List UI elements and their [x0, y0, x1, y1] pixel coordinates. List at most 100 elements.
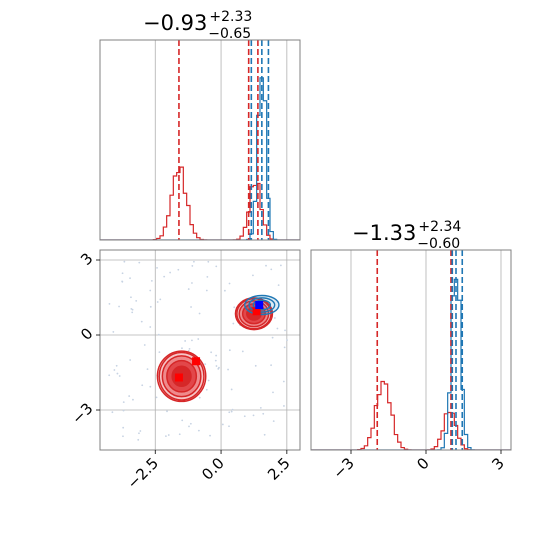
sample-point: [115, 364, 118, 367]
sample-point: [155, 396, 158, 399]
sample-point: [122, 435, 124, 438]
scatter-frame: [99, 249, 301, 451]
sample-point: [215, 365, 218, 367]
sample-point: [146, 368, 149, 371]
scatter-y-tick-label-0: 3: [77, 249, 96, 268]
sample-point: [138, 432, 140, 435]
sample-point: [159, 298, 162, 301]
sample-point: [232, 322, 235, 325]
sample-point: [230, 388, 233, 391]
scatter-markers: [174, 301, 264, 382]
hist-1-frame: [99, 39, 301, 241]
sample-point: [228, 425, 230, 428]
sample-point: [113, 369, 116, 371]
sample-point: [228, 349, 231, 352]
sample-point: [189, 422, 192, 425]
sample-point: [141, 384, 144, 387]
sample-point: [181, 347, 183, 350]
sample-point: [191, 339, 193, 342]
sample-point: [273, 317, 276, 319]
sample-point: [139, 430, 142, 432]
scatter-points: [108, 260, 288, 441]
scatter-contours: [156, 294, 280, 403]
hist-2-grid: [350, 250, 502, 450]
red-marker-2: [252, 307, 261, 316]
sample-point: [158, 351, 161, 354]
red-contour-outer-1: [234, 297, 274, 331]
hist-1-series: [100, 40, 300, 240]
sample-point: [265, 264, 267, 267]
sample-point: [121, 280, 124, 283]
sample-point: [137, 438, 140, 441]
sample-point: [272, 391, 274, 394]
sample-point: [121, 272, 124, 275]
sample-point: [227, 368, 229, 371]
sample-point: [118, 305, 120, 308]
sample-point: [262, 412, 265, 415]
sample-point: [282, 380, 285, 383]
sample-point: [169, 271, 172, 274]
sample-point: [263, 433, 266, 436]
sample-point: [150, 279, 153, 282]
hist-2-x-tick-labels: −3 0 3: [329, 450, 508, 482]
sample-point: [112, 331, 115, 333]
sample-point: [284, 329, 286, 332]
hist-1-title: −0.93 +2.33 −0.65: [143, 9, 252, 42]
blue-contour-0-2: [252, 299, 272, 311]
sample-point: [206, 276, 209, 278]
hist-2-series-red: [311, 380, 511, 450]
panel-hist-2: −1.33 +2.34 −0.60 −3 0 3: [310, 219, 512, 482]
sample-point: [231, 408, 234, 411]
hist-2-series-blue: [311, 278, 511, 450]
sample-point: [122, 401, 125, 404]
sample-point: [156, 301, 159, 303]
sample-point: [191, 282, 193, 284]
sample-point: [165, 435, 167, 438]
sample-point: [181, 419, 184, 422]
sample-point: [149, 289, 152, 292]
sample-point: [123, 260, 126, 263]
blue-contour-0-1: [248, 297, 276, 313]
sample-point: [108, 302, 111, 305]
sample-point: [221, 423, 224, 426]
scatter-grid: [100, 250, 300, 450]
sample-point: [277, 284, 280, 287]
sample-point: [270, 268, 273, 271]
sample-point: [166, 410, 168, 413]
sample-point: [276, 327, 279, 330]
sample-point: [205, 289, 208, 292]
sample-point: [270, 364, 272, 367]
sample-point: [198, 396, 201, 399]
sample-point: [230, 410, 233, 413]
sample-point: [128, 395, 131, 397]
sample-point: [167, 434, 170, 436]
sample-point: [122, 409, 125, 412]
sample-point: [197, 429, 200, 432]
scatter-y-tick-labels: 3 0 −3: [68, 249, 100, 428]
sample-point: [118, 375, 121, 377]
sample-point: [198, 312, 201, 315]
sample-point: [210, 351, 213, 354]
sample-point: [157, 333, 160, 336]
hist-2-x-tick-label-2: 3: [488, 454, 507, 473]
scatter-x-tick-labels: −2.5 0.0 2.5: [124, 450, 294, 493]
sample-point: [156, 266, 158, 269]
hist-2-frame: [310, 249, 512, 451]
hist-2-x-tick-label-1: 0: [413, 454, 432, 473]
sample-point: [187, 288, 190, 290]
sample-point: [215, 265, 218, 268]
sample-point: [228, 411, 231, 414]
sample-point: [132, 398, 134, 401]
sample-point: [149, 305, 152, 308]
sample-point: [149, 326, 152, 328]
sample-point: [233, 306, 236, 309]
sample-point: [207, 260, 210, 263]
sample-point: [149, 385, 152, 388]
scatter-x-tick-label-2: 2.5: [264, 454, 294, 484]
red-marker-1: [192, 357, 201, 366]
hist-2-title: −1.33 +2.34 −0.60: [352, 219, 461, 252]
sample-point: [223, 289, 226, 292]
sample-point: [122, 426, 125, 429]
sample-point: [279, 264, 282, 267]
